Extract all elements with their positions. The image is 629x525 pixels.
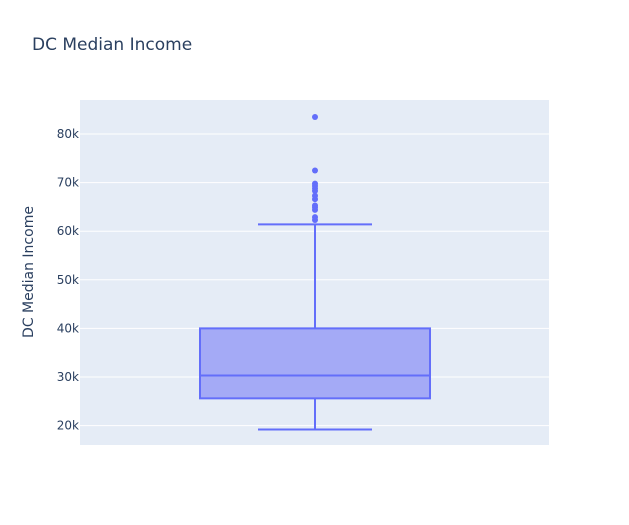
y-axis-title: DC Median Income bbox=[21, 206, 37, 338]
y-tick-label: 50k bbox=[57, 273, 79, 287]
y-axis-ticks: 20k 30k 40k 50k 60k 70k 80k bbox=[57, 127, 79, 433]
y-tick-label: 30k bbox=[57, 370, 79, 384]
y-tick-label: 70k bbox=[57, 176, 79, 190]
box-trace bbox=[199, 114, 431, 431]
y-tick-label: 40k bbox=[57, 321, 79, 335]
iqr-box bbox=[199, 327, 431, 400]
outlier-point bbox=[312, 192, 318, 199]
outlier-point bbox=[312, 202, 318, 209]
outlier-point bbox=[312, 114, 318, 121]
outlier-point bbox=[312, 180, 318, 187]
chart-title: DC Median Income bbox=[32, 35, 192, 55]
outlier-point bbox=[312, 167, 318, 174]
y-tick-label: 20k bbox=[57, 419, 79, 433]
outlier-point bbox=[312, 214, 318, 221]
y-tick-label: 80k bbox=[57, 127, 79, 141]
y-tick-label: 60k bbox=[57, 224, 79, 238]
